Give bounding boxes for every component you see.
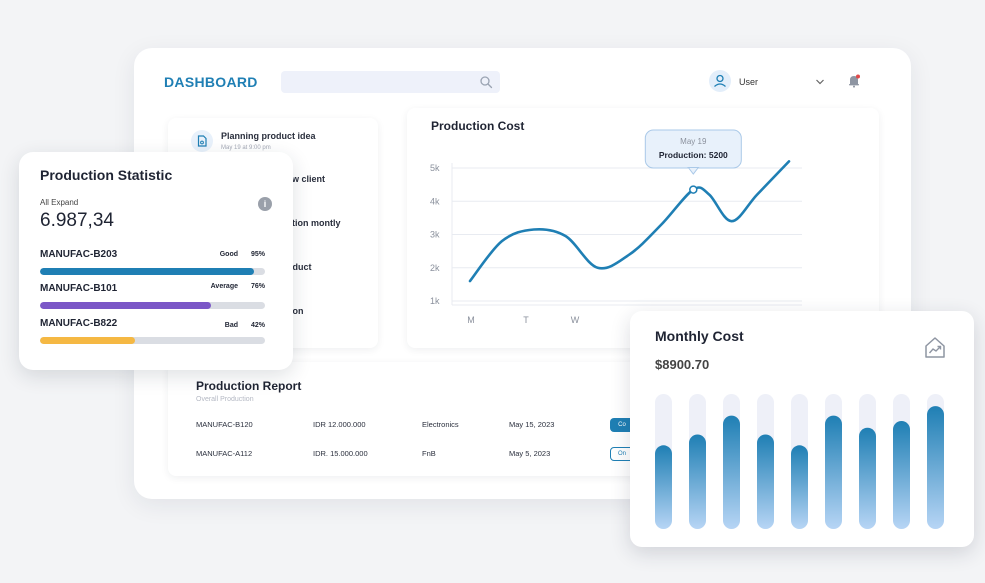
monthly-bar[interactable]	[757, 434, 774, 530]
tooltip-value: Production: 5200	[659, 150, 728, 160]
activity-item-date: May 19 at 9:00 pm	[221, 145, 271, 151]
activity-item-label[interactable]: ew client	[287, 174, 326, 184]
highlight-point[interactable]	[689, 185, 698, 194]
y-tick-label: 1k	[430, 296, 440, 306]
tooltip-date: May 19	[680, 137, 707, 146]
machine-progress-fill	[40, 302, 211, 309]
monthly-cost-value: $8900.70	[655, 357, 710, 372]
table-cell-amount: IDR. 15.000.000	[313, 449, 368, 458]
monthly-bar[interactable]	[859, 427, 876, 529]
production-cost-card	[407, 108, 879, 348]
bell-icon[interactable]	[848, 74, 860, 88]
table-cell-date: May 15, 2023	[509, 420, 555, 429]
machine-name: MANUFAC-B822	[40, 318, 118, 329]
user-icon	[714, 74, 726, 87]
table-cell-code: MANUFAC-B120	[196, 420, 253, 429]
y-tick-label: 3k	[430, 230, 440, 240]
activity-item-label[interactable]: ction montly	[287, 218, 341, 228]
monthly-cost-title: Monthly Cost	[655, 328, 744, 344]
monthly-bar[interactable]	[655, 445, 672, 529]
monthly-bar[interactable]	[791, 445, 808, 529]
machine-percent: 42%	[250, 322, 265, 329]
monthly-cost-chart	[655, 394, 944, 530]
table-cell-code: MANUFAC-A112	[196, 449, 253, 458]
table-cell-category: Electronics	[422, 420, 459, 429]
monthly-bar[interactable]	[723, 415, 740, 529]
production-line	[468, 160, 791, 283]
table-cell-amount: IDR 12.000.000	[313, 420, 366, 429]
machine-progress-bar	[40, 302, 265, 309]
machine-progress-fill	[40, 337, 135, 344]
table-cell-category: FnB	[422, 449, 436, 458]
production-report-subtitle: Overall Production	[196, 396, 254, 403]
machine-status: Average	[210, 283, 238, 290]
avatar[interactable]	[709, 70, 731, 92]
production-cost-title: Production Cost	[431, 119, 525, 133]
machine-progress-fill	[40, 268, 254, 275]
production-report-title: Production Report	[196, 379, 302, 393]
info-icon[interactable]: i	[258, 197, 272, 211]
y-tick-label: 5k	[430, 163, 440, 173]
production-statistic-title: Production Statistic	[40, 167, 173, 183]
x-tick-label: W	[571, 315, 580, 325]
monthly-bar[interactable]	[893, 421, 910, 529]
search-input[interactable]	[281, 71, 500, 93]
y-tick-label: 2k	[430, 263, 440, 273]
tooltip-pointer	[687, 167, 700, 175]
activity-item-label[interactable]: tion	[287, 306, 304, 316]
chevron-down-icon[interactable]	[815, 78, 825, 86]
production-statistic-subtitle: All Expand	[40, 198, 79, 207]
production-statistic-card	[19, 152, 293, 370]
machine-name: MANUFAC-B203	[40, 249, 118, 260]
y-tick-label: 4k	[430, 196, 440, 206]
activity-item-label[interactable]: oduct	[287, 262, 312, 272]
monthly-bar[interactable]	[927, 406, 944, 529]
machine-percent: 76%	[250, 283, 265, 290]
machine-name: MANUFAC-B101	[40, 283, 118, 294]
machine-progress-bar	[40, 337, 265, 344]
tooltip-box	[644, 129, 742, 169]
activity-icon	[191, 130, 213, 152]
document-icon	[197, 135, 207, 147]
machine-status: Bad	[224, 322, 238, 329]
production-statistic-value: 6.987,34	[40, 210, 114, 231]
monthly-bar[interactable]	[825, 415, 842, 529]
production-cost-chart: 5k 4k 3k 2k 1k M T W May 19 Production: 5200	[430, 129, 802, 325]
monthly-bar[interactable]	[689, 434, 706, 530]
x-tick-label: M	[467, 315, 475, 325]
trend-up-icon[interactable]	[922, 335, 948, 361]
dashboard-logo[interactable]: DASHBOARD	[164, 74, 258, 90]
table-cell-date: May 5, 2023	[509, 449, 551, 458]
activity-item-label[interactable]: Planning product idea	[221, 131, 316, 141]
machine-status: Good	[219, 251, 238, 258]
search-icon	[480, 76, 493, 89]
machine-progress-bar	[40, 268, 265, 275]
x-tick-label: T	[523, 315, 529, 325]
user-name[interactable]: User	[739, 77, 759, 87]
machine-percent: 95%	[250, 251, 265, 258]
status-badge[interactable]: Co	[610, 418, 634, 432]
